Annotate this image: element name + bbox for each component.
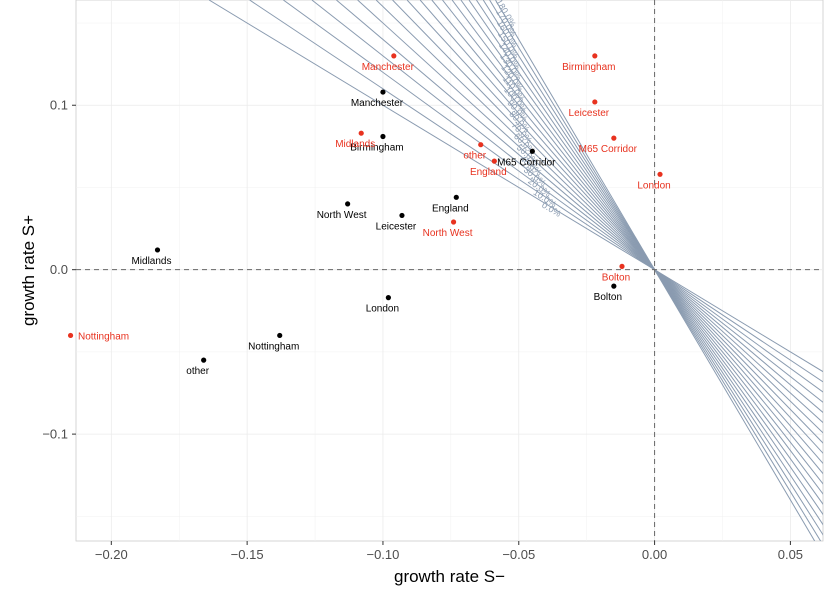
point-label: England <box>470 167 507 178</box>
point-label: England <box>432 203 469 214</box>
data-point <box>592 53 598 59</box>
data-point <box>453 194 459 200</box>
data-point <box>611 135 617 141</box>
y-axis-title: growth rate S+ <box>19 215 38 326</box>
data-point <box>380 133 386 140</box>
point-label: Leicester <box>376 221 417 232</box>
y-tick-label: 0.1 <box>50 98 68 113</box>
point-label: London <box>637 180 670 191</box>
data-point <box>450 219 457 225</box>
y-tick-label: 0.0 <box>50 262 68 277</box>
x-tick-label: 0.00 <box>642 547 667 562</box>
data-point <box>491 158 497 164</box>
x-axis-title: growth rate S− <box>394 567 505 586</box>
point-label: London <box>366 304 399 315</box>
data-point <box>478 142 484 148</box>
point-label: Midlands <box>335 139 375 150</box>
x-tick-label: 0.05 <box>778 547 803 562</box>
reference-lines <box>76 0 823 541</box>
point-label: Leicester <box>569 108 610 119</box>
point-label: other <box>463 151 486 162</box>
data-point <box>391 53 397 59</box>
point-label: Manchester <box>362 62 415 73</box>
point-label: Midlands <box>131 256 171 267</box>
point-label: Bolton <box>602 272 630 283</box>
y-tick-label: −0.1 <box>42 427 68 442</box>
data-point <box>611 283 617 289</box>
x-tick-label: −0.10 <box>366 547 399 562</box>
data-point <box>277 332 283 339</box>
data-point <box>657 171 663 177</box>
data-point <box>201 357 207 363</box>
data-point <box>399 212 405 219</box>
point-label: North West <box>317 210 367 221</box>
point-label: M65 Corridor <box>579 144 638 155</box>
point-label: Nottingham <box>78 331 129 342</box>
point-label: Nottingham <box>248 341 299 352</box>
data-point <box>619 263 625 269</box>
data-point <box>529 148 535 154</box>
data-point <box>592 99 598 105</box>
point-label: North West <box>423 228 473 239</box>
data-point <box>154 247 161 253</box>
point-label: Bolton <box>594 292 622 303</box>
point-label: Birmingham <box>350 142 403 153</box>
axis-ticks: −0.20 −0.15 −0.10 −0.05 0.00 0.05 −0.1 0.0 0.1 <box>42 98 803 562</box>
data-point <box>67 332 74 339</box>
contour-lines: 0.0%10.0%20.0%30.0%40.0%50.0%60.0%70.0%8… <box>208 0 823 541</box>
x-tick-label: −0.05 <box>502 547 535 562</box>
point-label: other <box>186 366 209 377</box>
x-tick-label: −0.15 <box>231 547 264 562</box>
data-point <box>385 295 391 301</box>
data-point <box>380 89 386 95</box>
plot-panel <box>75 0 824 542</box>
data-point <box>345 201 351 207</box>
data-point <box>358 130 364 136</box>
point-label: M65 Corridor <box>497 157 556 168</box>
point-label: Manchester <box>351 98 404 109</box>
x-tick-label: −0.20 <box>95 547 128 562</box>
point-label: Birmingham <box>562 62 615 73</box>
